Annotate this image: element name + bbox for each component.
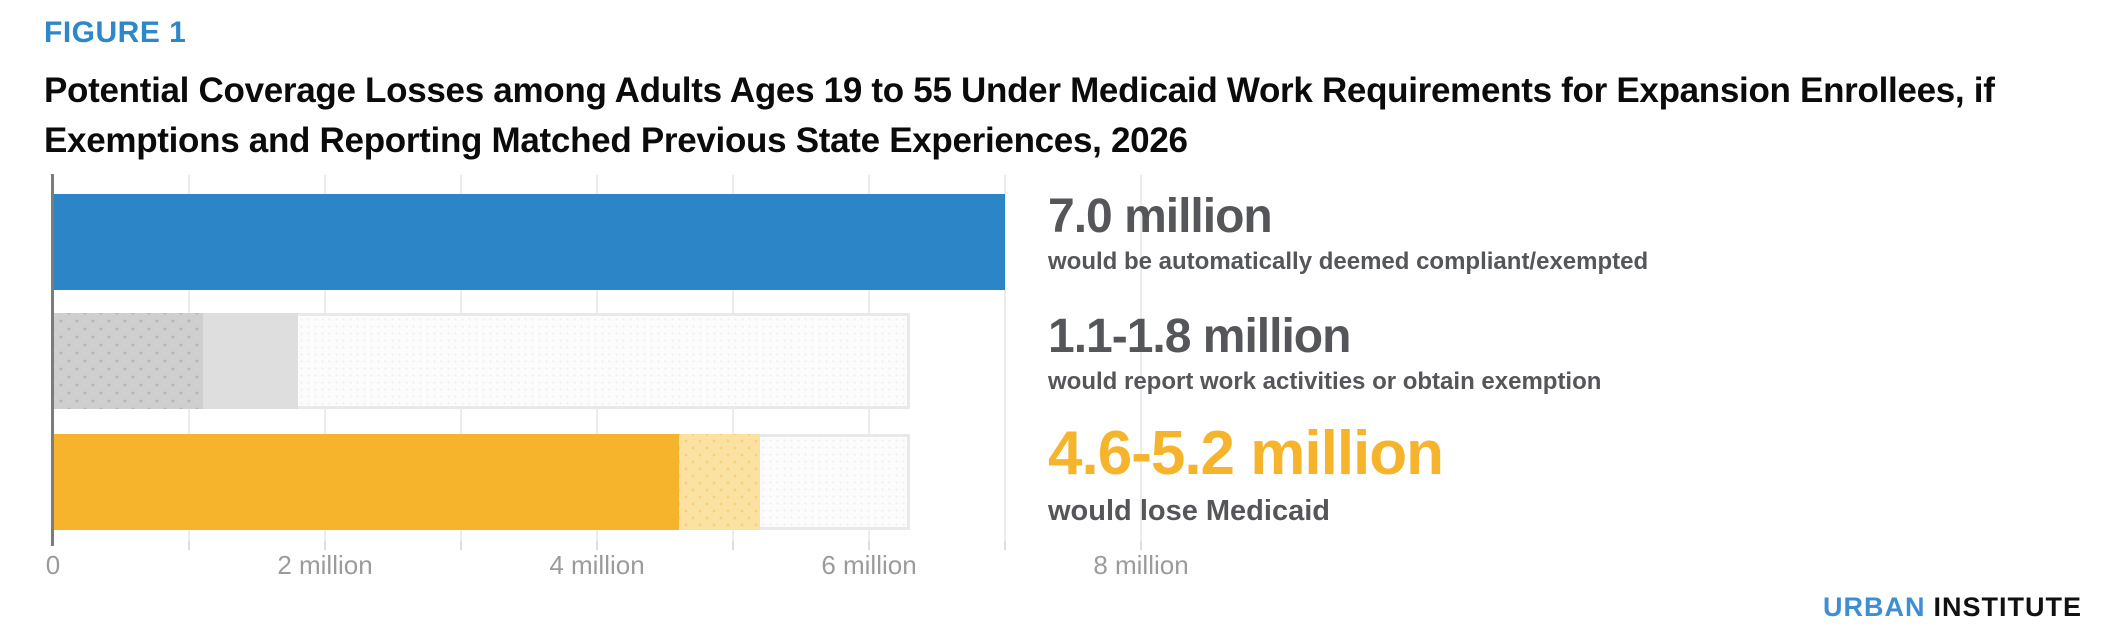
logo-institute-text: INSTITUTE <box>1933 592 2082 622</box>
tick-mark-6m <box>868 541 870 550</box>
x-axis-label-6m: 6 million <box>821 550 917 580</box>
bar-segment-report-or-exemption-lower-bound <box>53 313 203 409</box>
x-axis-label-4m: 4 million <box>549 550 645 580</box>
tick-mark-5m <box>732 541 734 550</box>
bar-row-report-or-exemption <box>53 313 1163 409</box>
x-axis-label-2m: 2 million <box>277 550 373 580</box>
annotation-description: would be automatically deemed compliant/… <box>1048 248 1649 275</box>
tick-mark-7m <box>1004 541 1006 550</box>
annotation-value: 4.6-5.2 million <box>1048 419 1444 488</box>
annotation-lose-medicaid: 4.6-5.2 million would lose Medicaid <box>1048 419 1444 527</box>
bar-segment-lose-medicaid-lower-bound <box>53 434 679 530</box>
annotation-report-or-exemption: 1.1-1.8 million would report work activit… <box>1048 310 1601 397</box>
bar-row-deemed-compliant <box>53 194 1163 290</box>
annotation-description: would lose Medicaid <box>1048 495 1330 527</box>
plot-area <box>53 175 1163 550</box>
tick-mark-3m <box>460 541 462 550</box>
bar-segment-deemed-compliant-point-estimate <box>53 194 1005 290</box>
annotation-value: 7.0 million <box>1048 190 1273 243</box>
tick-mark-1m <box>188 541 190 550</box>
x-axis-label-8m: 8 million <box>1093 550 1189 580</box>
tick-mark-2m <box>324 541 326 550</box>
gridline-8m <box>1140 175 1142 541</box>
x-axis-label-0m: 0 <box>45 550 61 580</box>
bar-row-lose-medicaid <box>53 434 1163 530</box>
gridline-7m <box>1004 175 1006 541</box>
bar-segment-report-or-exemption-total-subject-to-requirement-estimated <box>297 313 910 409</box>
bar-segment-lose-medicaid-upper-bound <box>678 434 761 530</box>
tick-mark-4m <box>596 541 598 550</box>
annotation-deemed-compliant: 7.0 million would be automatically deemed… <box>1048 190 1648 277</box>
tick-mark-8m <box>1140 541 1142 550</box>
bar-segment-report-or-exemption-upper-bound <box>202 313 298 409</box>
logo-urban-text: URBAN <box>1823 592 1926 622</box>
bar-segment-lose-medicaid-total-subject-to-requirement-estimated <box>760 434 910 530</box>
annotation-description: would report work activities or obtain e… <box>1048 368 1602 395</box>
annotation-value: 1.1-1.8 million <box>1048 310 1351 363</box>
urban-institute-logo: URBAN INSTITUTE <box>1823 592 2082 623</box>
figure-label: FIGURE 1 <box>44 16 187 49</box>
y-axis-line <box>51 174 54 546</box>
chart-title: Potential Coverage Losses among Adults A… <box>44 71 1995 160</box>
